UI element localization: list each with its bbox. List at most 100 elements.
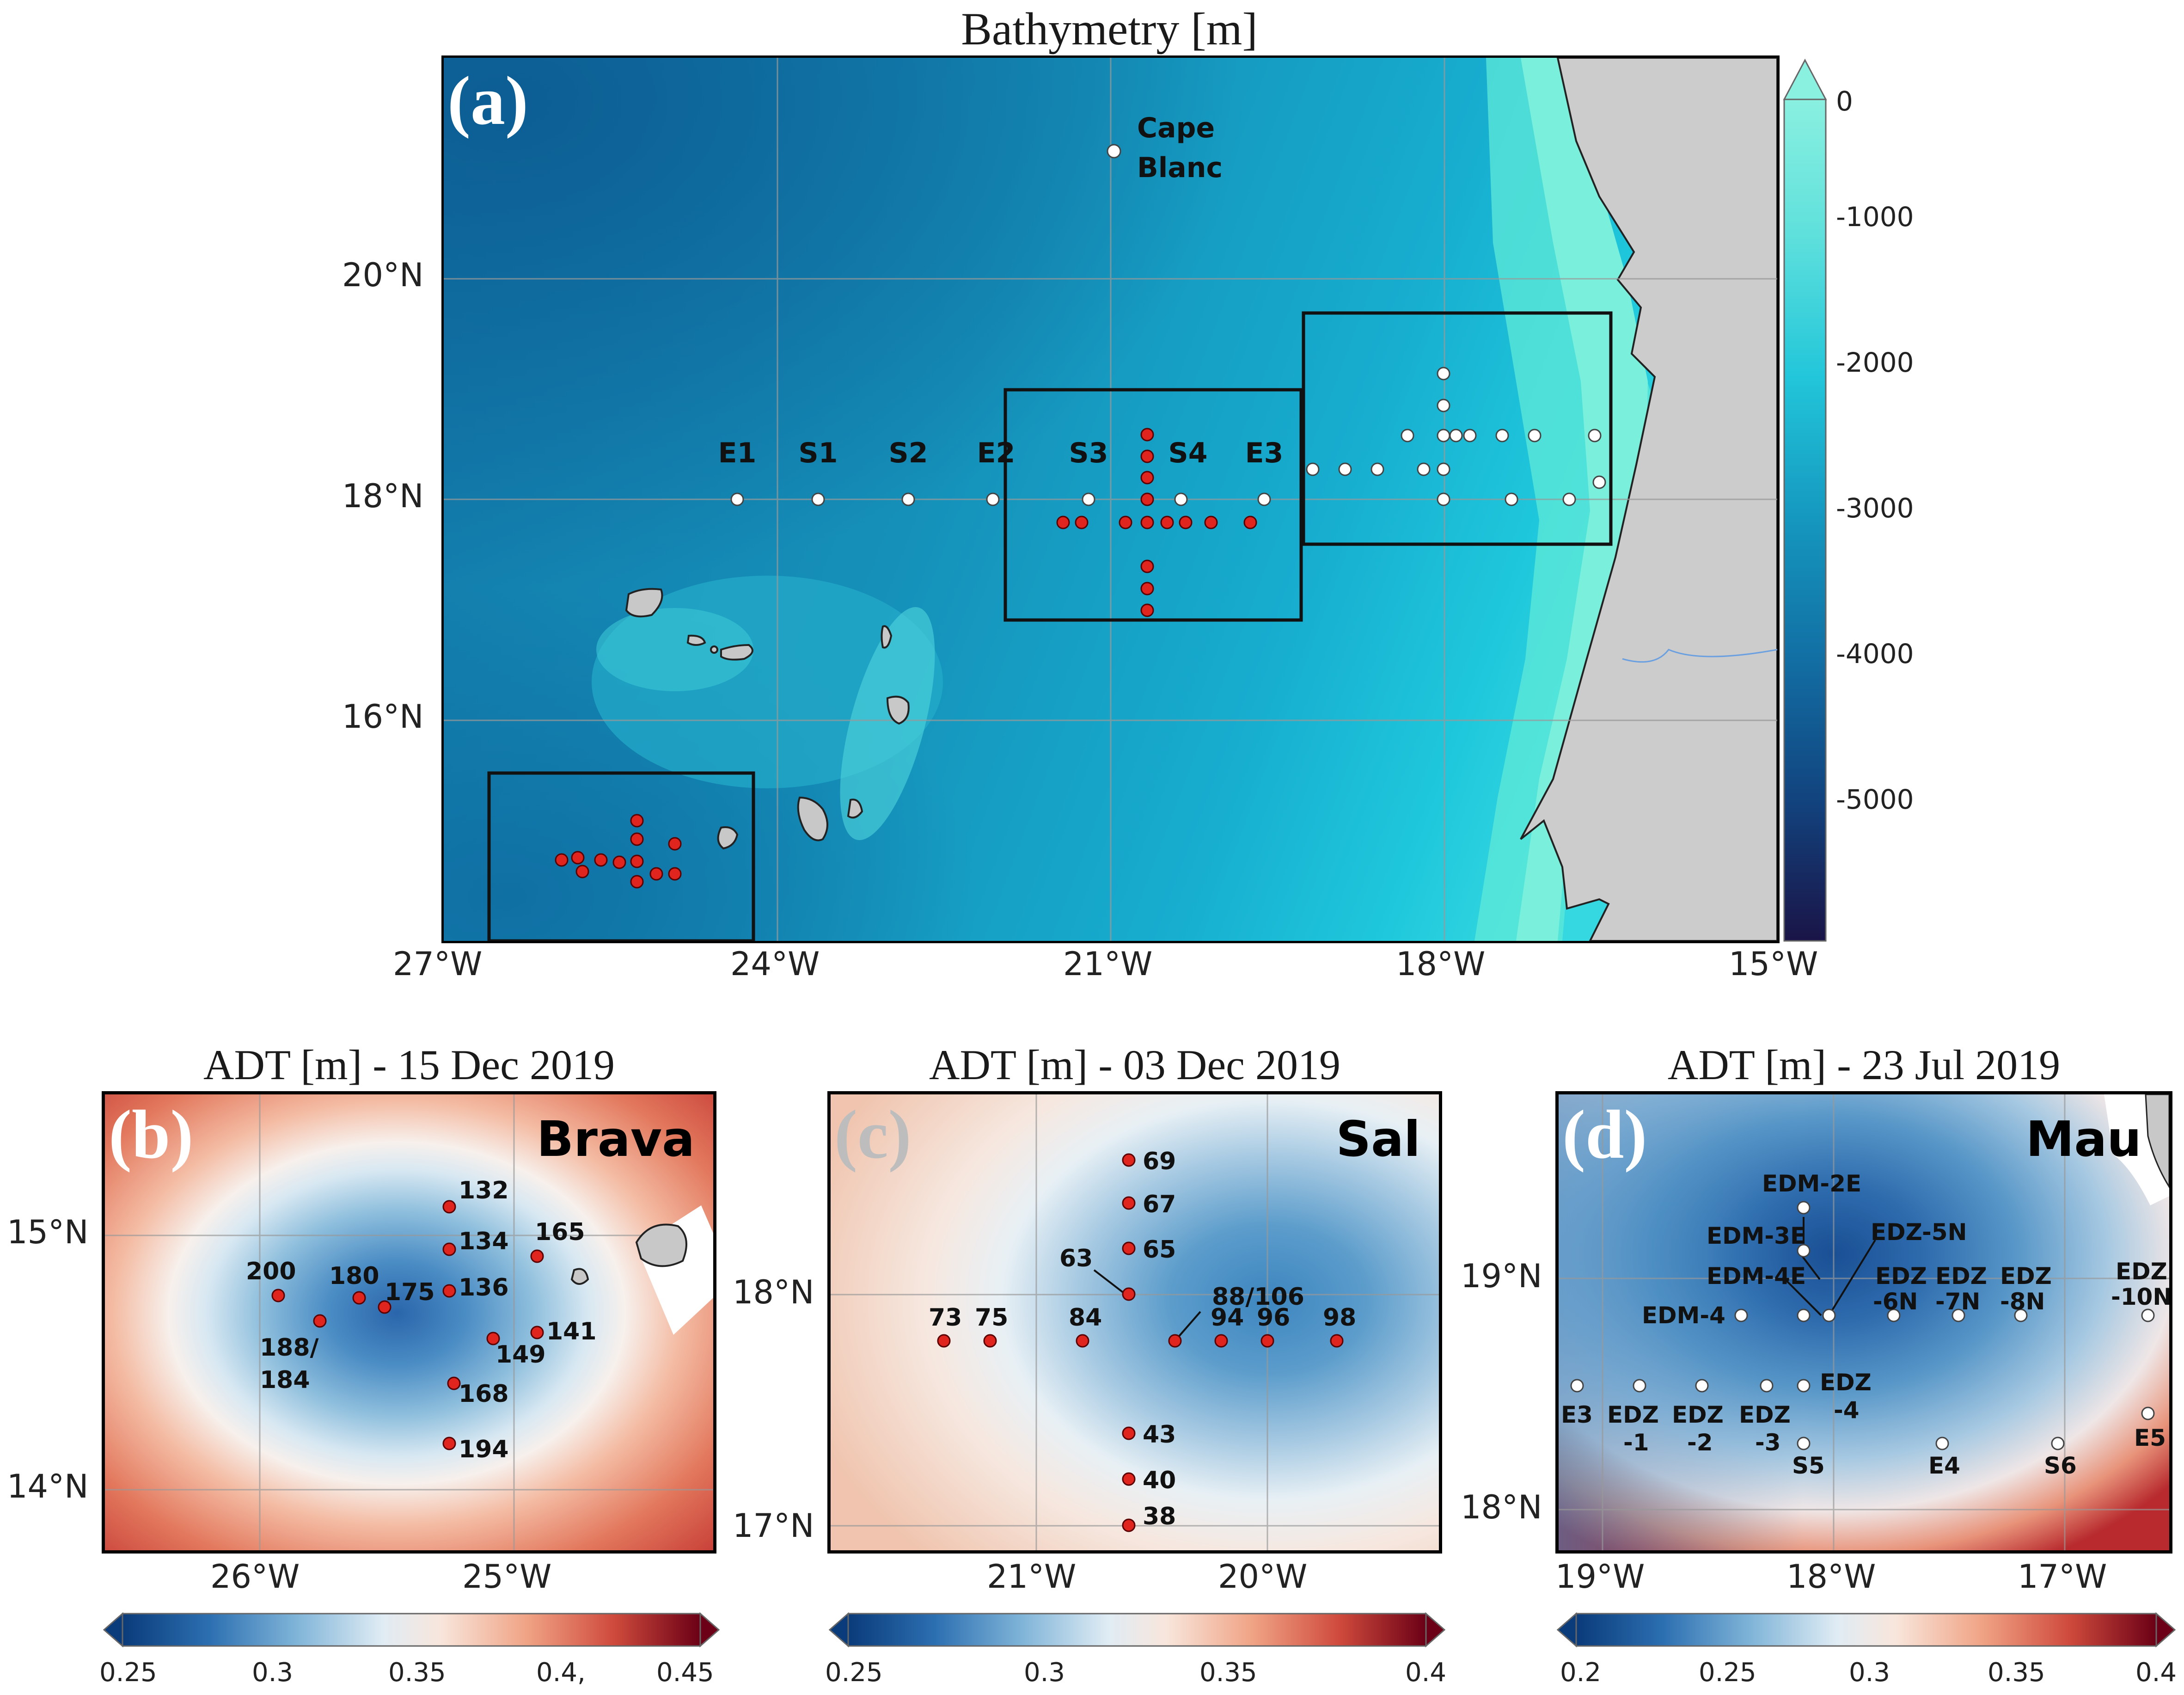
bathy-tick-2: -2000 bbox=[1836, 347, 1914, 378]
b-cb-tick-0: 0.25 bbox=[99, 1658, 157, 1688]
svg-text:-1: -1 bbox=[1623, 1429, 1649, 1456]
svg-text:165: 165 bbox=[535, 1218, 585, 1246]
svg-text:96: 96 bbox=[1257, 1304, 1290, 1332]
svg-text:EDM-3E: EDM-3E bbox=[1707, 1222, 1806, 1249]
svg-text:EDZ: EDZ bbox=[1739, 1401, 1791, 1428]
svg-text:184: 184 bbox=[260, 1366, 310, 1394]
panel-b-title: ADT [m] - 15 Dec 2019 bbox=[203, 1041, 615, 1088]
svg-text:168: 168 bbox=[459, 1380, 509, 1408]
b-cb-tick-4: 0.45 bbox=[656, 1658, 714, 1688]
svg-text:-7N: -7N bbox=[1935, 1288, 1980, 1315]
svg-text:-10N: -10N bbox=[2111, 1284, 2169, 1310]
c-cb-tick-0: 0.25 bbox=[825, 1658, 883, 1688]
c-cb-tick-3: 0.4 bbox=[1405, 1658, 1447, 1688]
svg-text:-4: -4 bbox=[1834, 1397, 1860, 1424]
svg-text:75: 75 bbox=[975, 1304, 1008, 1332]
c-lon-20w: 20°W bbox=[1218, 1558, 1308, 1596]
b-cb-tick-3: 0.4, bbox=[536, 1658, 586, 1688]
panel-c-name: Sal bbox=[1336, 1111, 1420, 1167]
svg-text:67: 67 bbox=[1143, 1191, 1176, 1218]
svg-text:EDM-4: EDM-4 bbox=[1642, 1302, 1725, 1329]
a-lon-15w: 15°W bbox=[1729, 945, 1818, 983]
svg-text:EDZ: EDZ bbox=[2116, 1258, 2167, 1285]
bathy-tick-5: -5000 bbox=[1836, 784, 1914, 815]
svg-text:132: 132 bbox=[459, 1177, 509, 1204]
d-lat-18n: 18°N bbox=[1461, 1488, 1542, 1526]
mau-labels: EDM-2E EDM-3E EDZ-5N EDM-4E EDZ -6N EDZ … bbox=[1561, 1170, 2169, 1479]
adt-map-mau: EDM-2E EDM-3E EDZ-5N EDM-4E EDZ -6N EDZ … bbox=[1559, 1094, 2169, 1550]
adt-map-sal: 69 67 65 63 88/106 73 75 84 94 96 98 43 … bbox=[831, 1094, 1439, 1550]
panel-d-map: EDM-2E EDM-3E EDZ-5N EDM-4E EDZ -6N EDZ … bbox=[1555, 1091, 2172, 1554]
a-lat-20n: 20°N bbox=[342, 256, 424, 294]
c-cb-tick-2: 0.35 bbox=[1199, 1658, 1257, 1688]
gridlines bbox=[444, 58, 1777, 941]
svg-text:S3: S3 bbox=[1069, 437, 1108, 469]
cape-blanc-marker bbox=[1107, 144, 1121, 159]
svg-text:98: 98 bbox=[1323, 1304, 1356, 1332]
bathy-tick-3: -3000 bbox=[1836, 492, 1914, 524]
panel-b-map: 132 134 165 200 180 175 136 141 188/ 184… bbox=[102, 1091, 716, 1554]
panel-d-title: ADT [m] - 23 Jul 2019 bbox=[1667, 1041, 2061, 1088]
a-lon-24w: 24°W bbox=[730, 945, 820, 983]
svg-text:141: 141 bbox=[546, 1318, 597, 1345]
bathy-tick-1: -1000 bbox=[1836, 201, 1914, 233]
svg-text:EDM-2E: EDM-2E bbox=[1762, 1170, 1861, 1197]
panel-b-name: Brava bbox=[537, 1111, 695, 1167]
mau-stations bbox=[1570, 1201, 2155, 1450]
station-labels: E1 S1 S2 E2 S3 S4 E3 Cape Blanc bbox=[718, 112, 1284, 469]
svg-text:EDM-4E: EDM-4E bbox=[1707, 1263, 1806, 1290]
c-lon-21w: 21°W bbox=[987, 1558, 1077, 1596]
sal-box bbox=[1003, 388, 1303, 622]
d-cb-tick-3: 0.35 bbox=[1988, 1658, 2045, 1688]
b-lon-25w: 25°W bbox=[462, 1558, 552, 1596]
svg-text:134: 134 bbox=[459, 1228, 509, 1255]
d-cb-tick-2: 0.3 bbox=[1849, 1658, 1890, 1688]
svg-text:43: 43 bbox=[1143, 1421, 1176, 1449]
svg-text:S6: S6 bbox=[2044, 1452, 2077, 1479]
b-lat-14n: 14°N bbox=[7, 1468, 89, 1505]
svg-text:E2: E2 bbox=[977, 437, 1016, 469]
svg-text:E1: E1 bbox=[718, 437, 757, 469]
svg-text:S5: S5 bbox=[1792, 1452, 1825, 1479]
bathy-tick-4: -4000 bbox=[1836, 638, 1914, 669]
svg-text:194: 194 bbox=[459, 1436, 509, 1463]
mau-box bbox=[1302, 311, 1613, 546]
svg-text:149: 149 bbox=[496, 1341, 546, 1369]
svg-text:E4: E4 bbox=[1928, 1452, 1960, 1479]
bathy-tick-0: 0 bbox=[1836, 86, 1853, 117]
svg-text:E3: E3 bbox=[1561, 1401, 1593, 1428]
red-stations bbox=[555, 428, 1257, 889]
svg-text:E3: E3 bbox=[1245, 437, 1284, 469]
d-lon-17w: 17°W bbox=[2018, 1558, 2107, 1596]
svg-text:EDZ: EDZ bbox=[1820, 1369, 1872, 1396]
panel-d-letter: (d) bbox=[1562, 1096, 1647, 1173]
svg-text:69: 69 bbox=[1143, 1148, 1176, 1175]
panel-a-letter: (a) bbox=[447, 62, 528, 139]
adt-map-brava: 132 134 165 200 180 175 136 141 188/ 184… bbox=[105, 1094, 713, 1550]
svg-text:-8N: -8N bbox=[2000, 1288, 2045, 1315]
c-lat-17n: 17°N bbox=[733, 1507, 814, 1545]
svg-text:136: 136 bbox=[459, 1274, 509, 1302]
svg-text:EDZ: EDZ bbox=[1607, 1401, 1659, 1428]
svg-text:E5: E5 bbox=[2134, 1425, 2166, 1451]
cape-label-2: Blanc bbox=[1137, 152, 1223, 184]
panel-d-colorbar bbox=[1556, 1612, 2176, 1648]
panel-d-name: Mau bbox=[2025, 1111, 2141, 1167]
svg-text:S4: S4 bbox=[1168, 437, 1208, 469]
b-cb-tick-1: 0.3 bbox=[252, 1658, 294, 1688]
panel-a-map: E1 S1 S2 E2 S3 S4 E3 Cape Blanc (a) bbox=[441, 55, 1780, 943]
svg-text:EDZ-5N: EDZ-5N bbox=[1871, 1219, 1967, 1246]
a-lon-27w: 27°W bbox=[393, 945, 483, 983]
panel-a-title: Bathymetry [m] bbox=[961, 3, 1258, 55]
cape-verde-islands bbox=[625, 588, 910, 850]
c-lat-18n: 18°N bbox=[733, 1273, 814, 1311]
svg-text:-6N: -6N bbox=[1873, 1288, 1918, 1315]
senegal-river bbox=[1622, 649, 1777, 663]
white-stations bbox=[730, 144, 1606, 506]
a-lon-18w: 18°W bbox=[1396, 945, 1486, 983]
svg-text:EDZ: EDZ bbox=[1672, 1401, 1724, 1428]
svg-text:38: 38 bbox=[1143, 1503, 1176, 1530]
svg-text:94: 94 bbox=[1211, 1304, 1244, 1332]
brava-stations bbox=[271, 1200, 544, 1450]
a-lat-16n: 16°N bbox=[342, 698, 424, 736]
